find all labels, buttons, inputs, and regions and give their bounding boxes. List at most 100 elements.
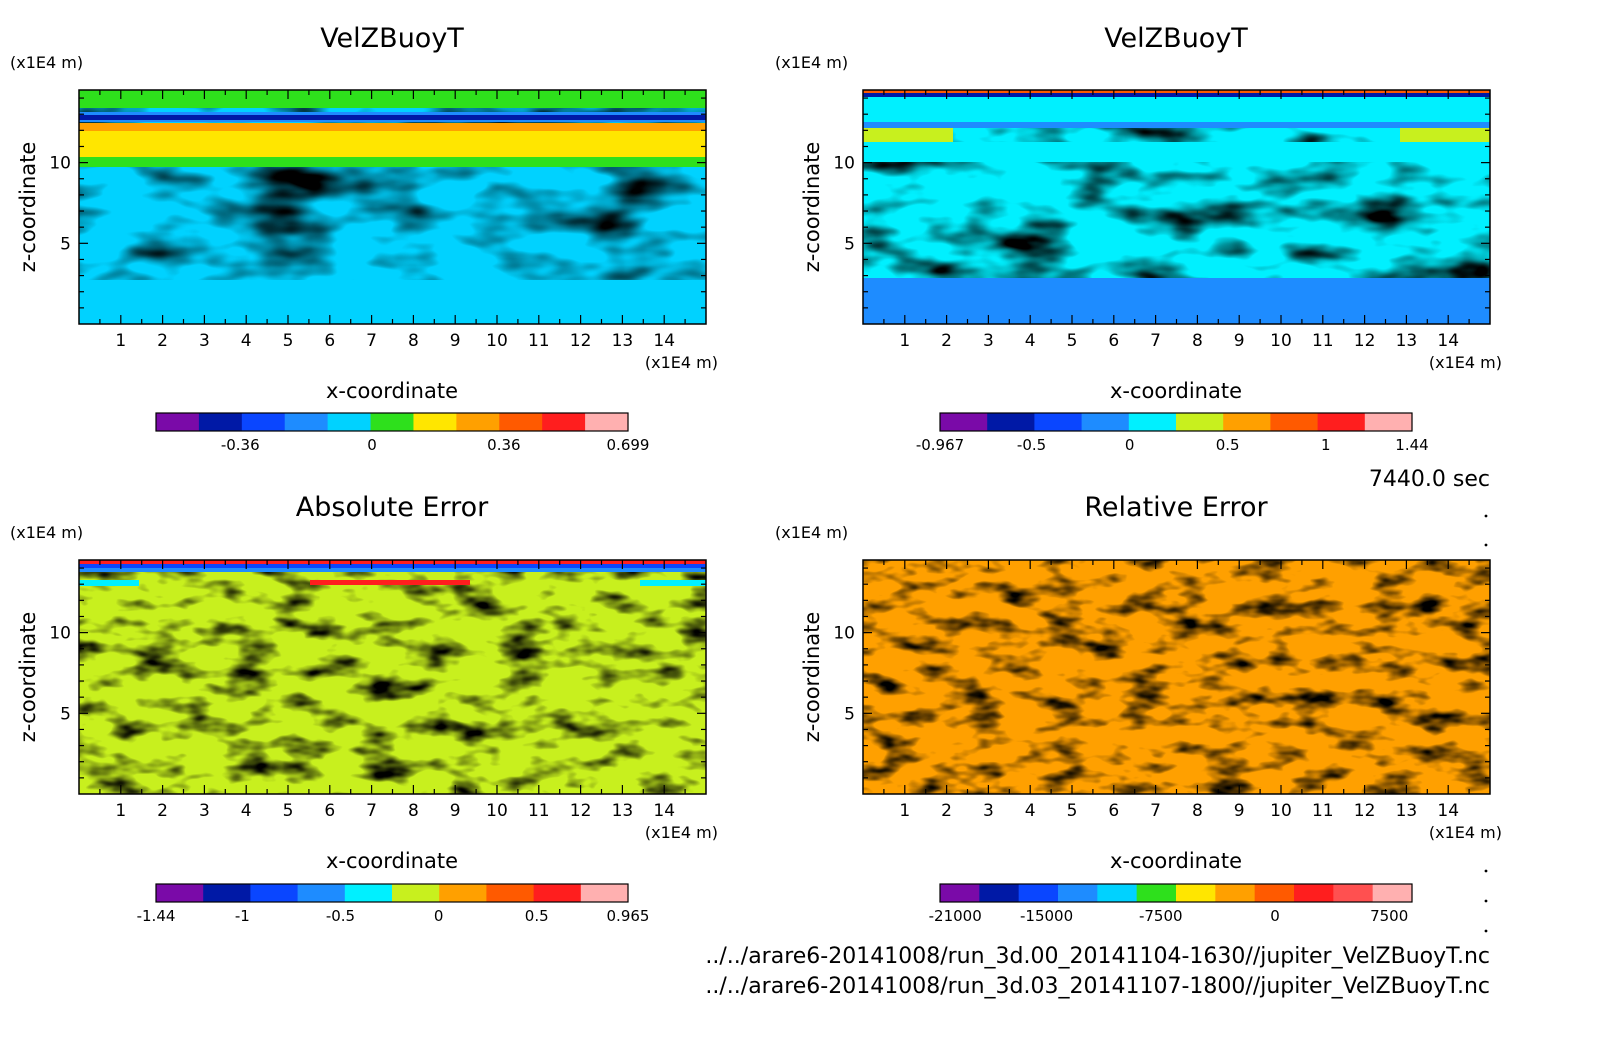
colorbar-swatch xyxy=(1333,884,1374,902)
y-tick-label: 10 xyxy=(833,154,855,174)
y-axis-label: z-coordinate xyxy=(800,612,824,743)
x-axis-label: x-coordinate xyxy=(1110,379,1242,403)
x-tick-label: 1 xyxy=(115,331,126,351)
footer-file-2: ../../arare6-20141008/run_3d.03_20141107… xyxy=(705,974,1490,999)
x-tick-label: 12 xyxy=(570,801,592,821)
x-tick-label: 12 xyxy=(570,331,592,351)
y-tick-label: 5 xyxy=(60,234,71,254)
colorbar-swatch xyxy=(1136,884,1177,902)
x-tick-label: 3 xyxy=(983,331,994,351)
colorbar-swatch xyxy=(327,413,372,431)
heatmap-field xyxy=(79,90,706,324)
x-tick-label: 8 xyxy=(408,801,419,821)
x-tick-label: 2 xyxy=(157,801,168,821)
x-tick-label: 11 xyxy=(1312,801,1334,821)
colorbar-swatch xyxy=(542,413,586,431)
x-tick-label: 7 xyxy=(366,331,377,351)
colorbar-tick-label: 1 xyxy=(1321,436,1331,454)
colorbar-tick-label: -7500 xyxy=(1139,907,1183,925)
colorbar-tick-label: -21000 xyxy=(929,907,982,925)
colorbar-swatch xyxy=(533,884,582,902)
x-tick-label: 4 xyxy=(1025,801,1036,821)
panel-title: VelZBuoyT xyxy=(1104,23,1248,54)
x-tick-label: 10 xyxy=(486,801,508,821)
x-tick-label: 2 xyxy=(941,331,952,351)
colorbar-tick-label: 0.965 xyxy=(607,907,650,925)
colorbar-swatch xyxy=(940,413,988,431)
colorbar-swatch xyxy=(241,413,286,431)
colorbar: -0.36 0 0.36 0.699 xyxy=(155,412,649,454)
x-unit-label: (x1E4 m) xyxy=(1429,823,1502,842)
x-tick-label: 14 xyxy=(653,801,675,821)
panel-relative-error: Relative Error (x1E4 m) 1 2 3 4 5 6 7 8 9 10 11 12 1… xyxy=(775,492,1502,925)
y-unit-label: (x1E4 m) xyxy=(775,523,848,542)
panel-title: VelZBuoyT xyxy=(320,23,464,54)
colorbar-swatch xyxy=(198,413,243,431)
colorbar-swatch xyxy=(1097,884,1138,902)
colorbar-swatch xyxy=(1215,884,1256,902)
margin-dots xyxy=(1484,514,1488,933)
y-axis-label: z-coordinate xyxy=(800,142,824,273)
x-tick-label: 12 xyxy=(1354,331,1376,351)
x-tick-label: 4 xyxy=(241,801,252,821)
x-tick-label: 6 xyxy=(324,331,335,351)
colorbar-border xyxy=(939,883,1413,903)
x-tick-label: 3 xyxy=(199,801,210,821)
x-tick-label: 5 xyxy=(1067,801,1078,821)
x-tick-label: 5 xyxy=(283,331,294,351)
x-tick-label: 1 xyxy=(115,801,126,821)
x-unit-label: (x1E4 m) xyxy=(645,353,718,372)
colorbar-tick-label: -0.5 xyxy=(1017,436,1046,454)
y-tick-label: 10 xyxy=(833,624,855,644)
colorbar-swatch xyxy=(979,884,1020,902)
x-tick-label: 14 xyxy=(1437,801,1459,821)
x-tick-label: 11 xyxy=(528,801,550,821)
y-axis-label: z-coordinate xyxy=(16,142,40,273)
x-tick-label: 5 xyxy=(283,801,294,821)
panel-velzbuoyt-1: VelZBuoyT (x1E4 m) 1 2 3 4 5 6 7 8 9 10 11 12 13 1451… xyxy=(10,23,718,454)
x-tick-label: 9 xyxy=(1234,801,1245,821)
panel-title: Absolute Error xyxy=(296,492,489,523)
y-tick-label: 5 xyxy=(60,704,71,724)
colorbar-tick-label: 0.5 xyxy=(525,907,549,925)
colorbar-tick-label: 7500 xyxy=(1370,907,1408,925)
colorbar-tick-label: 0 xyxy=(1270,907,1280,925)
colorbar-swatch xyxy=(499,413,543,431)
x-tick-label: 10 xyxy=(1270,331,1292,351)
colorbar-tick-label: -0.36 xyxy=(221,436,260,454)
colorbar-tick-label: 1.44 xyxy=(1395,436,1428,454)
colorbar-swatch xyxy=(1176,413,1224,431)
x-unit-label: (x1E4 m) xyxy=(1429,353,1502,372)
colorbar-swatch xyxy=(456,413,500,431)
colorbar-swatch xyxy=(1270,413,1319,431)
x-tick-label: 6 xyxy=(1108,801,1119,821)
y-tick-label: 5 xyxy=(844,234,855,254)
colorbar-tick-label: -0.5 xyxy=(326,907,355,925)
x-tick-label: 11 xyxy=(1312,331,1334,351)
x-tick-label: 4 xyxy=(241,331,252,351)
x-tick-label: 10 xyxy=(486,331,508,351)
colorbar-swatch xyxy=(940,884,980,902)
x-tick-label: 11 xyxy=(528,331,550,351)
x-tick-label: 7 xyxy=(366,801,377,821)
colorbar-swatch xyxy=(987,413,1035,431)
footer-file-1: ../../arare6-20141008/run_3d.00_20141104… xyxy=(705,944,1490,969)
colorbar: -1.44 -1 -0.5 0 0.5 0.965 xyxy=(137,883,650,925)
x-tick-label: 7 xyxy=(1150,801,1161,821)
x-tick-label: 8 xyxy=(408,331,419,351)
x-tick-label: 9 xyxy=(450,801,461,821)
x-tick-label: 13 xyxy=(1396,331,1418,351)
x-tick-label: 14 xyxy=(1437,331,1459,351)
colorbar-tick-label: 0.5 xyxy=(1216,436,1240,454)
x-axis-label: x-coordinate xyxy=(326,379,458,403)
colorbar-border xyxy=(155,883,629,903)
x-axis-label: x-coordinate xyxy=(326,849,458,873)
x-tick-label: 9 xyxy=(1234,331,1245,351)
panel-absolute-error: Absolute Error (x1E4 m) 1 2 3 4 5 6 7 8 9 10 11 12 1… xyxy=(10,492,718,925)
heatmap-field xyxy=(863,560,1490,794)
x-tick-label: 1 xyxy=(899,801,910,821)
x-unit-label: (x1E4 m) xyxy=(645,823,718,842)
colorbar-swatch xyxy=(580,884,629,902)
